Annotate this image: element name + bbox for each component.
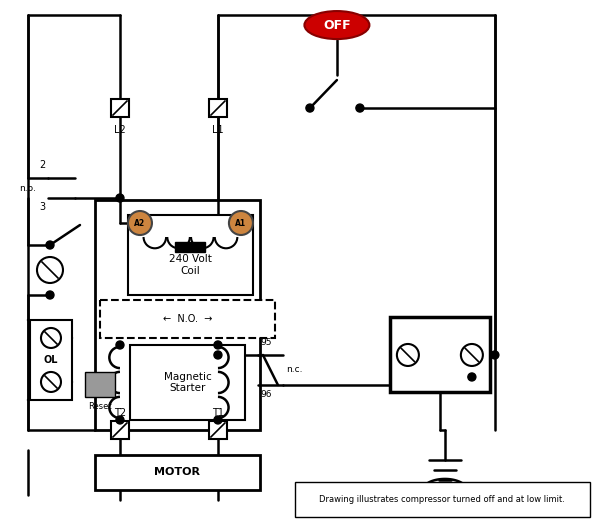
Bar [175, 242, 205, 252]
Text: L2: L2 [114, 125, 126, 135]
Circle shape [306, 104, 314, 112]
Text: T1: T1 [212, 408, 224, 418]
Text: T2: T2 [114, 408, 126, 418]
Text: 240 Volt
Coil: 240 Volt Coil [169, 254, 212, 276]
Text: 96: 96 [260, 390, 271, 399]
Bar [209, 421, 227, 439]
Circle shape [397, 344, 419, 366]
Bar [111, 99, 129, 117]
Circle shape [46, 241, 54, 249]
Text: OL: OL [44, 355, 58, 365]
Bar [111, 421, 129, 439]
Circle shape [214, 351, 222, 359]
Text: n.o.: n.o. [20, 184, 37, 193]
Bar [30, 320, 72, 400]
Circle shape [41, 372, 61, 392]
Bar [209, 99, 227, 117]
Bar [100, 300, 275, 338]
Circle shape [116, 341, 124, 349]
Text: MOTOR: MOTOR [154, 467, 200, 477]
Circle shape [491, 351, 499, 359]
Text: L1: L1 [212, 125, 224, 135]
Circle shape [41, 328, 61, 348]
Ellipse shape [304, 11, 370, 39]
Bar [85, 372, 115, 397]
Text: Reset: Reset [88, 403, 112, 412]
Text: A2: A2 [134, 218, 146, 227]
Bar [295, 482, 590, 517]
Bar [95, 455, 260, 490]
Circle shape [116, 194, 124, 202]
Text: A1: A1 [235, 218, 247, 227]
Text: n.c.: n.c. [286, 365, 302, 374]
Circle shape [37, 257, 63, 283]
Text: OFF: OFF [323, 18, 351, 31]
Circle shape [229, 211, 253, 235]
Circle shape [128, 211, 152, 235]
Circle shape [116, 416, 124, 424]
Bar [95, 200, 260, 430]
Circle shape [356, 104, 364, 112]
Text: ←  N.O.  →: ← N.O. → [163, 314, 212, 324]
Circle shape [461, 344, 483, 366]
Circle shape [214, 416, 222, 424]
Text: Drawing illustrates compressor turned off and at low limit.: Drawing illustrates compressor turned of… [319, 495, 565, 504]
Bar [390, 318, 490, 393]
Text: 3: 3 [39, 202, 45, 212]
Circle shape [214, 341, 222, 349]
Circle shape [468, 373, 476, 381]
Circle shape [46, 291, 54, 299]
Bar [128, 215, 253, 295]
Text: Magnetic
Starter: Magnetic Starter [164, 372, 211, 393]
Text: 95: 95 [260, 338, 271, 347]
Bar [130, 345, 245, 420]
Text: 2: 2 [39, 160, 45, 170]
